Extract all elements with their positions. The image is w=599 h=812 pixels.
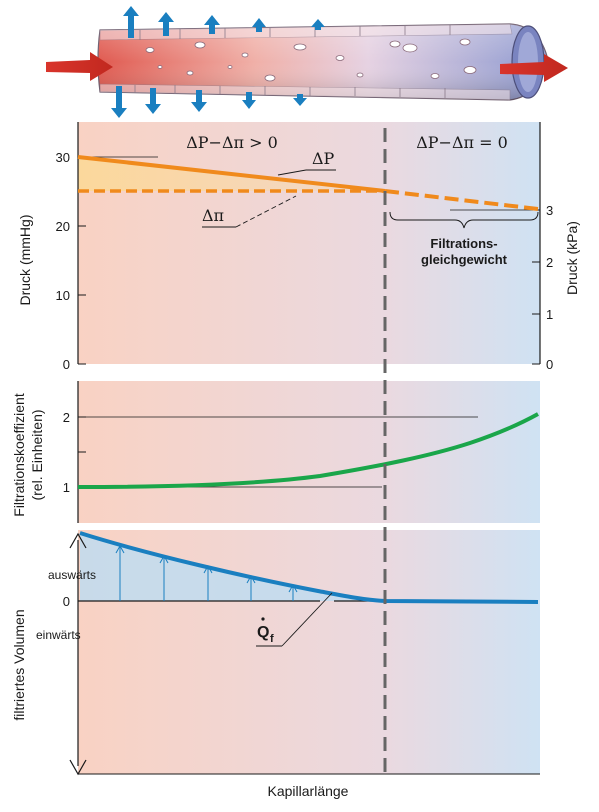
inward-label: einwärts xyxy=(36,628,81,642)
pressure-y-label-left: Druck (mmHg) xyxy=(17,215,33,306)
reabsorption-arrow-icon xyxy=(111,86,307,118)
equilibrium-label-1: Filtrations- xyxy=(430,236,497,251)
capillary-pores xyxy=(145,38,477,82)
outflow-arrow-icon xyxy=(500,54,568,82)
pressure-tick-0: 0 xyxy=(63,357,70,372)
coef-tick-2: 2 xyxy=(63,410,70,425)
flow-dot xyxy=(261,617,265,621)
coef-y-label-1: Filtrationskoeffizient xyxy=(11,393,27,517)
pressure-tick-30: 30 xyxy=(56,150,70,165)
volume-y-label: filtriertes Volumen xyxy=(11,609,27,720)
kpa-tick-2: 2 xyxy=(546,255,553,270)
filtration-arrow-icon xyxy=(123,6,325,38)
pressure-y-label-right: Druck (kPa) xyxy=(564,221,580,295)
x-axis-label: Kapillarlänge xyxy=(268,783,349,799)
dp-label: ΔP xyxy=(312,149,335,168)
dpi-label: Δπ xyxy=(202,206,224,225)
flow-symbol: Q xyxy=(257,624,269,641)
volume-curve xyxy=(79,531,539,604)
flow-subscript: f xyxy=(270,633,274,645)
coefficient-panel-bg xyxy=(78,381,540,523)
kpa-tick-3: 3 xyxy=(546,203,553,218)
region-left-label: ΔP−Δπ > 0 xyxy=(186,133,278,152)
coefficient-panel: 2 1 Filtrationskoeffizient (rel. Einheit… xyxy=(11,381,539,523)
coef-y-label-2: (rel. Einheiten) xyxy=(29,409,45,500)
pressure-panel-bg xyxy=(78,122,540,364)
pressure-tick-10: 10 xyxy=(56,288,70,303)
equilibrium-brace xyxy=(389,211,539,229)
region-right-label: ΔP−Δπ = 0 xyxy=(416,133,508,152)
outward-label: auswärts xyxy=(48,568,96,582)
coefficient-curve xyxy=(77,412,539,489)
inflow-arrow-icon xyxy=(46,52,113,81)
volume-zero-label: 0 xyxy=(63,594,70,609)
capillary-illustration xyxy=(46,6,568,118)
coef-tick-1: 1 xyxy=(63,480,70,495)
dp-line-solid xyxy=(77,155,386,193)
axis-up-arrow-icon xyxy=(69,532,87,549)
equilibrium-label-2: gleichgewicht xyxy=(421,252,508,267)
kpa-tick-0: 0 xyxy=(546,357,553,372)
kpa-tick-1: 1 xyxy=(546,307,553,322)
outward-volume-area xyxy=(80,533,385,601)
dp-line-dashed xyxy=(384,189,539,211)
pressure-tick-20: 20 xyxy=(56,219,70,234)
pressure-panel: 30 20 10 0 3 2 1 0 Druck (mmHg) Druck (k… xyxy=(17,122,580,372)
volume-panel: 0 auswärts einwärts filtriertes Volumen … xyxy=(11,531,539,776)
